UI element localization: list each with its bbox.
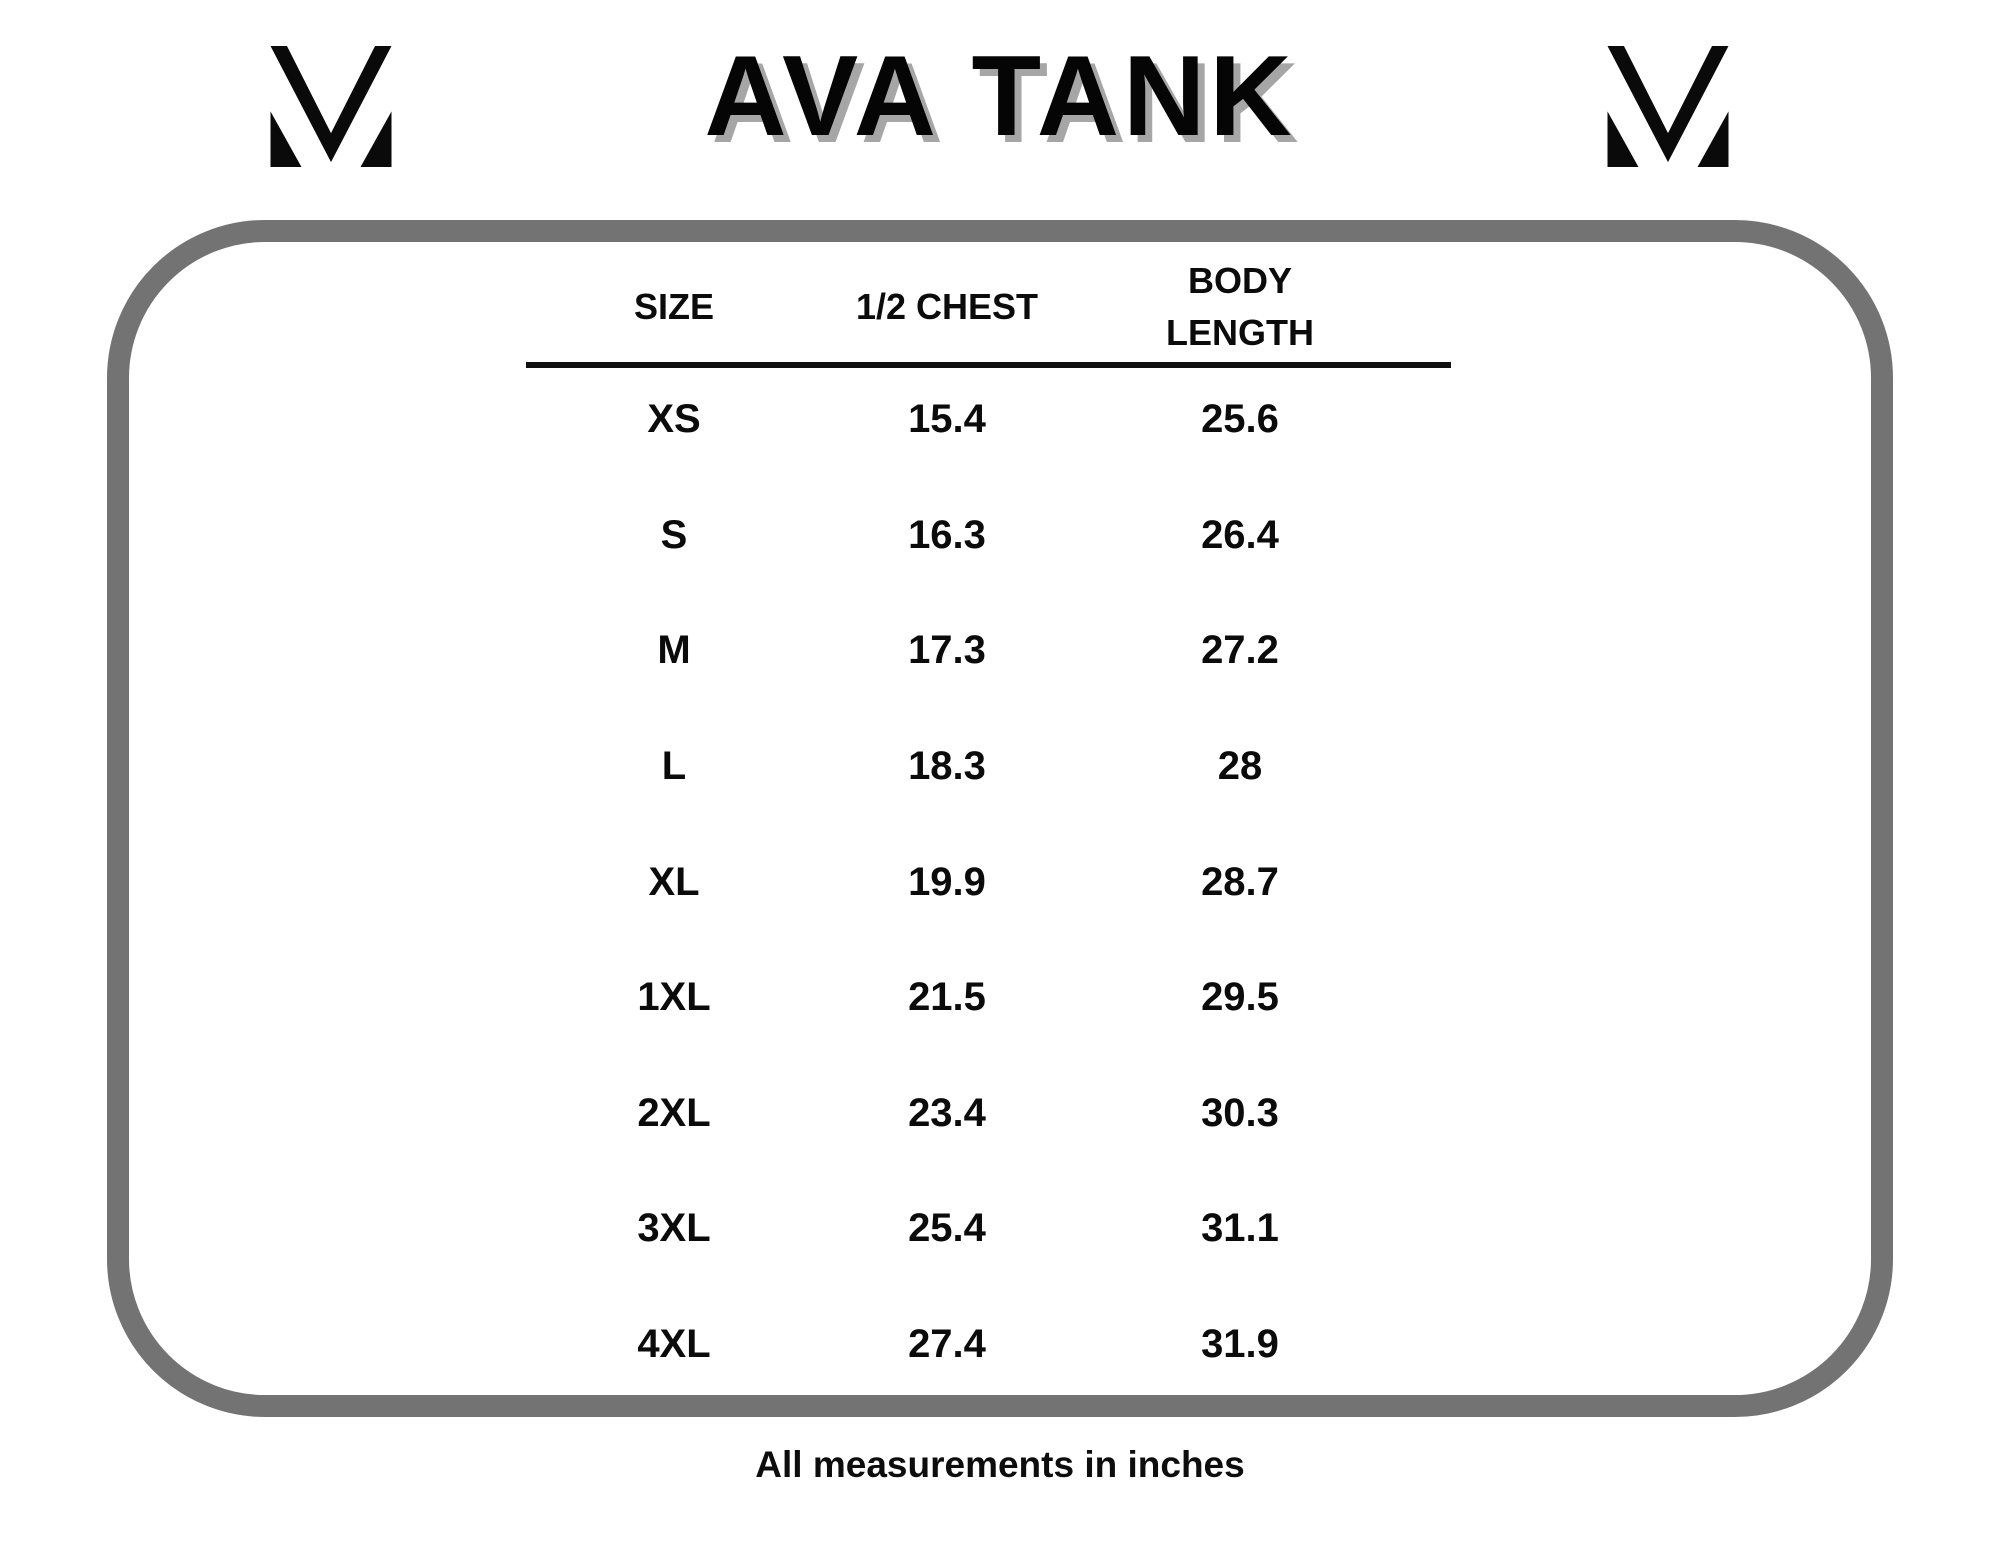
table-row: XL 19.9 28.7 [527,824,1452,940]
cell-half-chest: 19.9 [908,859,986,904]
cell-body-length: 25.6 [1201,397,1279,442]
cell-size: XS [647,397,701,442]
cell-body-length: 31.9 [1201,1322,1279,1367]
cell-half-chest: 23.4 [908,1090,986,1135]
table-row: S 16.3 26.4 [527,478,1452,594]
cell-body-length: 27.2 [1201,628,1279,673]
cell-half-chest: 15.4 [908,397,986,442]
measurements-note: All measurements in inches [755,1444,1245,1485]
cell-half-chest: 21.5 [908,975,986,1020]
page-title: AVA TANK [704,33,1296,160]
cell-body-length: 29.5 [1201,975,1279,1020]
brand-logo-left [267,46,395,167]
cell-size: XL [648,859,700,904]
brand-logo-right [1604,46,1732,167]
cell-size: 4XL [637,1322,711,1367]
cell-size: L [661,744,687,789]
cell-size: 2XL [637,1090,711,1135]
table-row: 4XL 27.4 31.9 [527,1287,1452,1403]
table-header-row: SIZE 1/2 CHEST BODY LENGTH [527,248,1452,366]
table-row: L 18.3 28 [527,709,1452,825]
mv-monogram-icon [270,46,392,167]
cell-half-chest: 16.3 [908,512,986,557]
cell-body-length: 28 [1217,744,1263,789]
table-row: 1XL 21.5 29.5 [527,940,1452,1056]
cell-half-chest: 17.3 [908,628,986,673]
chart-frame [107,220,1893,1417]
cell-body-length: 31.1 [1201,1206,1279,1251]
column-header-half-chest: 1/2 CHEST [855,285,1039,327]
column-header-body-length: BODY LENGTH [1166,259,1314,353]
cell-half-chest: 27.4 [908,1322,986,1367]
cell-body-length: 28.7 [1201,859,1279,904]
size-table-body: XS 15.4 25.6 S 16.3 26.4 M 17.3 27.2 L 1… [527,362,1452,1402]
table-row: M 17.3 27.2 [527,593,1452,709]
cell-size: S [660,512,688,557]
mv-monogram-icon [1607,46,1729,167]
cell-size: 3XL [637,1206,711,1251]
table-row: 2XL 23.4 30.3 [527,1056,1452,1172]
column-header-size: SIZE [633,285,714,327]
header-divider [526,362,1451,368]
cell-size: 1XL [637,975,711,1020]
cell-half-chest: 25.4 [908,1206,986,1251]
cell-body-length: 26.4 [1201,512,1279,557]
cell-half-chest: 18.3 [908,744,986,789]
table-row: 3XL 25.4 31.1 [527,1171,1452,1287]
cell-size: M [657,628,691,673]
table-row: XS 15.4 25.6 [527,362,1452,478]
cell-body-length: 30.3 [1201,1090,1279,1135]
